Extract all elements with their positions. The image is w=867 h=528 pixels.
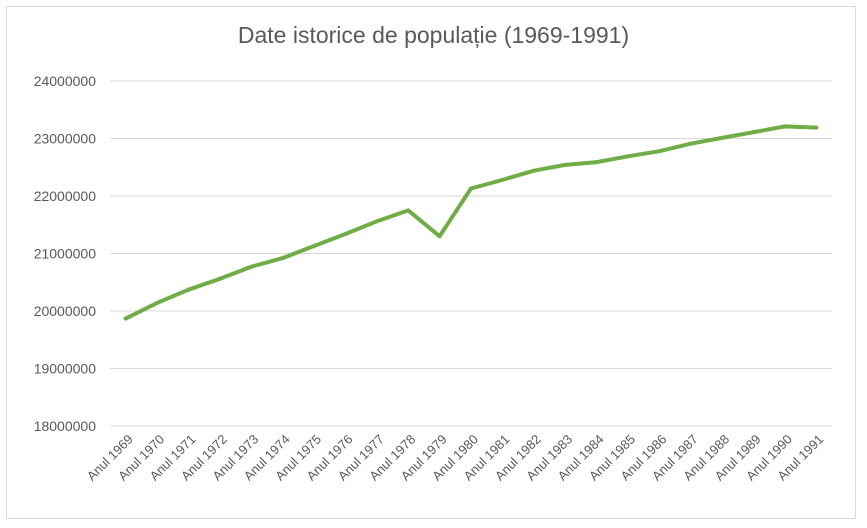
- data-point: [751, 130, 756, 135]
- y-tick-label: 20000000: [34, 303, 97, 319]
- data-point: [406, 208, 411, 213]
- data-point: [782, 124, 787, 129]
- data-point: [688, 141, 693, 146]
- y-tick-label: 24000000: [34, 73, 97, 89]
- data-point: [186, 287, 191, 292]
- data-point: [374, 219, 379, 224]
- y-tick-label: 22000000: [34, 188, 97, 204]
- data-point: [437, 234, 442, 239]
- y-tick-label: 21000000: [34, 246, 97, 262]
- data-point: [249, 264, 254, 269]
- data-point: [217, 276, 222, 281]
- data-point: [814, 125, 819, 130]
- y-tick-label: 19000000: [34, 361, 97, 377]
- data-point: [625, 154, 630, 159]
- data-point: [563, 162, 568, 167]
- y-tick-label: 23000000: [34, 131, 97, 147]
- data-point: [343, 231, 348, 236]
- series-line: [123, 124, 819, 321]
- data-point: [594, 160, 599, 165]
- data-point: [657, 149, 662, 154]
- y-tick-label: 18000000: [34, 418, 97, 434]
- data-point: [500, 177, 505, 182]
- data-point: [531, 168, 536, 173]
- chart-area: [6, 6, 856, 519]
- data-point: [312, 244, 317, 249]
- data-point: [155, 300, 160, 305]
- data-point: [720, 135, 725, 140]
- data-point: [280, 256, 285, 261]
- data-point: [123, 316, 128, 321]
- data-point: [469, 186, 473, 191]
- chart-title: Date istorice de populație (1969-1991): [237, 22, 630, 48]
